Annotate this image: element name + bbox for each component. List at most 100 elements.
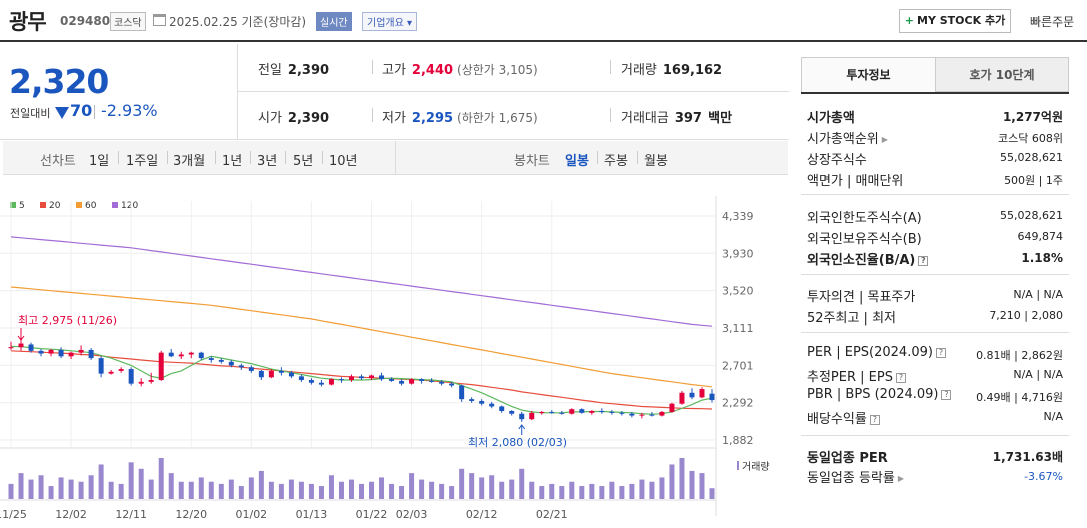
industry-rate-link[interactable]: 동일업종 등락률 ▶ — [807, 467, 904, 486]
candle-body — [459, 385, 465, 400]
est-per-label: 추정PER | EPS? — [807, 366, 906, 385]
volume-bar — [318, 486, 324, 499]
stats-row: 전일 2,390 고가 2,440 (상한가 3,105) 거래량 169,162 — [238, 44, 789, 92]
candle-body — [359, 376, 364, 379]
volume-bar — [248, 477, 254, 499]
volume-bar — [98, 464, 104, 499]
stats-row: 시가 2,390 저가 2,295 (하한가 1,675) 거래대금 397 백만 — [238, 92, 789, 140]
candle-body — [389, 379, 395, 381]
realtime-button[interactable]: 실시간 — [316, 12, 352, 31]
candle-chart-label: 봉차트 — [514, 154, 550, 169]
quick-order-link[interactable]: 빠른주문 — [1030, 15, 1075, 29]
cap-rank-link[interactable]: 시가총액순위 ▶ — [807, 128, 888, 147]
candle-body — [268, 370, 274, 378]
volume-bar — [379, 477, 385, 499]
volume-bar — [539, 486, 545, 499]
candle-body — [539, 411, 545, 413]
candle-body — [318, 382, 324, 385]
x-tick-label: 12/20 — [175, 508, 207, 521]
help-icon[interactable]: ? — [918, 255, 929, 266]
candle-body — [419, 379, 425, 381]
low-annotation: 최저 2,080 (02/03) — [468, 436, 567, 449]
period-1d-button[interactable]: 1일 — [89, 154, 110, 169]
change-label: 전일대비 — [10, 107, 51, 120]
candle-body — [98, 358, 104, 374]
divider — [610, 108, 611, 122]
volume-bar — [148, 479, 154, 499]
period-3y-button[interactable]: 3년 — [257, 154, 278, 169]
legend-swatch — [112, 202, 118, 208]
candle-body — [48, 349, 54, 354]
open-label: 시가 — [258, 111, 282, 126]
price-chart: 5 20 60 120 4,339 3,930 3,520 3,111 2,701 2,292 1,… — [0, 176, 789, 528]
help-icon[interactable]: ? — [935, 347, 946, 358]
candle-body — [168, 352, 174, 357]
help-icon[interactable]: ? — [895, 372, 906, 383]
high-annotation: 최고 2,975 (11/26) — [18, 314, 117, 327]
current-price: 2,320 — [9, 62, 109, 101]
volume-bar — [709, 488, 715, 499]
x-tick-label: 01/02 — [235, 508, 267, 521]
chevron-right-icon: ▶ — [881, 135, 888, 144]
volume-bar — [529, 481, 535, 499]
line-chart-label: 선차트 — [40, 154, 76, 169]
divider — [395, 141, 396, 175]
help-icon[interactable]: ? — [941, 389, 952, 400]
cap-rank-label: 시가총액순위 — [807, 132, 879, 147]
company-info-dropdown[interactable]: 기업개요 ▾ — [362, 12, 418, 31]
my-stock-label: MY STOCK 추가 — [917, 14, 1006, 27]
candle-body — [218, 359, 224, 362]
help-icon[interactable]: ? — [869, 414, 880, 425]
candle-body — [579, 409, 585, 413]
divider — [215, 151, 216, 164]
volume-bar — [128, 462, 134, 499]
x-tick-label: 02/12 — [466, 508, 498, 521]
volume-bar — [18, 473, 24, 499]
my-stock-add-button[interactable]: + MY STOCK 추가 — [899, 9, 1011, 33]
price-stats: 전일 2,390 고가 2,440 (상한가 3,105) 거래량 169,162 시가… — [238, 44, 789, 140]
period-10y-button[interactable]: 10년 — [329, 154, 358, 169]
period-1y-button[interactable]: 1년 — [222, 154, 243, 169]
volume-value: 169,162 — [662, 63, 723, 78]
period-3m-button[interactable]: 3개월 — [173, 154, 206, 169]
volume-bar — [629, 483, 635, 499]
calendar-icon — [153, 14, 166, 26]
volume-bar — [48, 486, 54, 499]
candle-body — [409, 379, 415, 384]
company-info-label: 기업개요 — [367, 18, 404, 29]
volume-bar — [78, 481, 84, 499]
volume-bar — [178, 481, 184, 499]
y-tick-label: 3,111 — [722, 322, 754, 335]
volume-bar — [308, 483, 314, 499]
period-5y-button[interactable]: 5년 — [293, 154, 314, 169]
volume-bar — [479, 477, 485, 499]
stock-name: 광무 — [9, 10, 47, 34]
price-chart-svg[interactable]: 5 20 60 120 4,339 3,930 3,520 3,111 2,701 2,292 1,… — [0, 176, 789, 528]
candle-body — [629, 413, 635, 416]
base-date: 2025.02.25 기준(장마감) — [169, 15, 307, 29]
high-value: 2,440 — [411, 63, 454, 78]
tab-invest-info[interactable]: 투자정보 — [801, 57, 936, 92]
low-value: 2,295 — [411, 111, 454, 126]
shares-value: 55,028,621 — [1000, 151, 1063, 164]
industry-rate-value: -3.67% — [1024, 470, 1063, 483]
candle-body — [609, 411, 615, 413]
candle-body — [118, 369, 124, 371]
volume-bar — [369, 481, 375, 499]
opinion-value: N/A | N/A — [1013, 288, 1063, 301]
tab-orderbook[interactable]: 호가 10단계 — [935, 57, 1069, 92]
candle-weekly-button[interactable]: 주봉 — [604, 154, 628, 169]
volume-bar — [589, 483, 595, 499]
divider — [94, 105, 95, 119]
candle-body — [38, 350, 44, 354]
volume-legend-swatch — [737, 461, 739, 470]
period-1w-button[interactable]: 1주일 — [126, 154, 159, 169]
legend-label: 5 — [19, 201, 25, 211]
per-label: PER | EPS(2024.09)? — [807, 345, 946, 360]
candle-body — [489, 403, 495, 407]
pbr-value: 0.49배 | 4,716원 — [976, 391, 1063, 404]
candle-monthly-button[interactable]: 월봉 — [644, 154, 668, 169]
volume-bar — [118, 483, 124, 499]
candle-daily-button[interactable]: 일봉 — [565, 154, 589, 169]
candle-body — [689, 392, 695, 398]
